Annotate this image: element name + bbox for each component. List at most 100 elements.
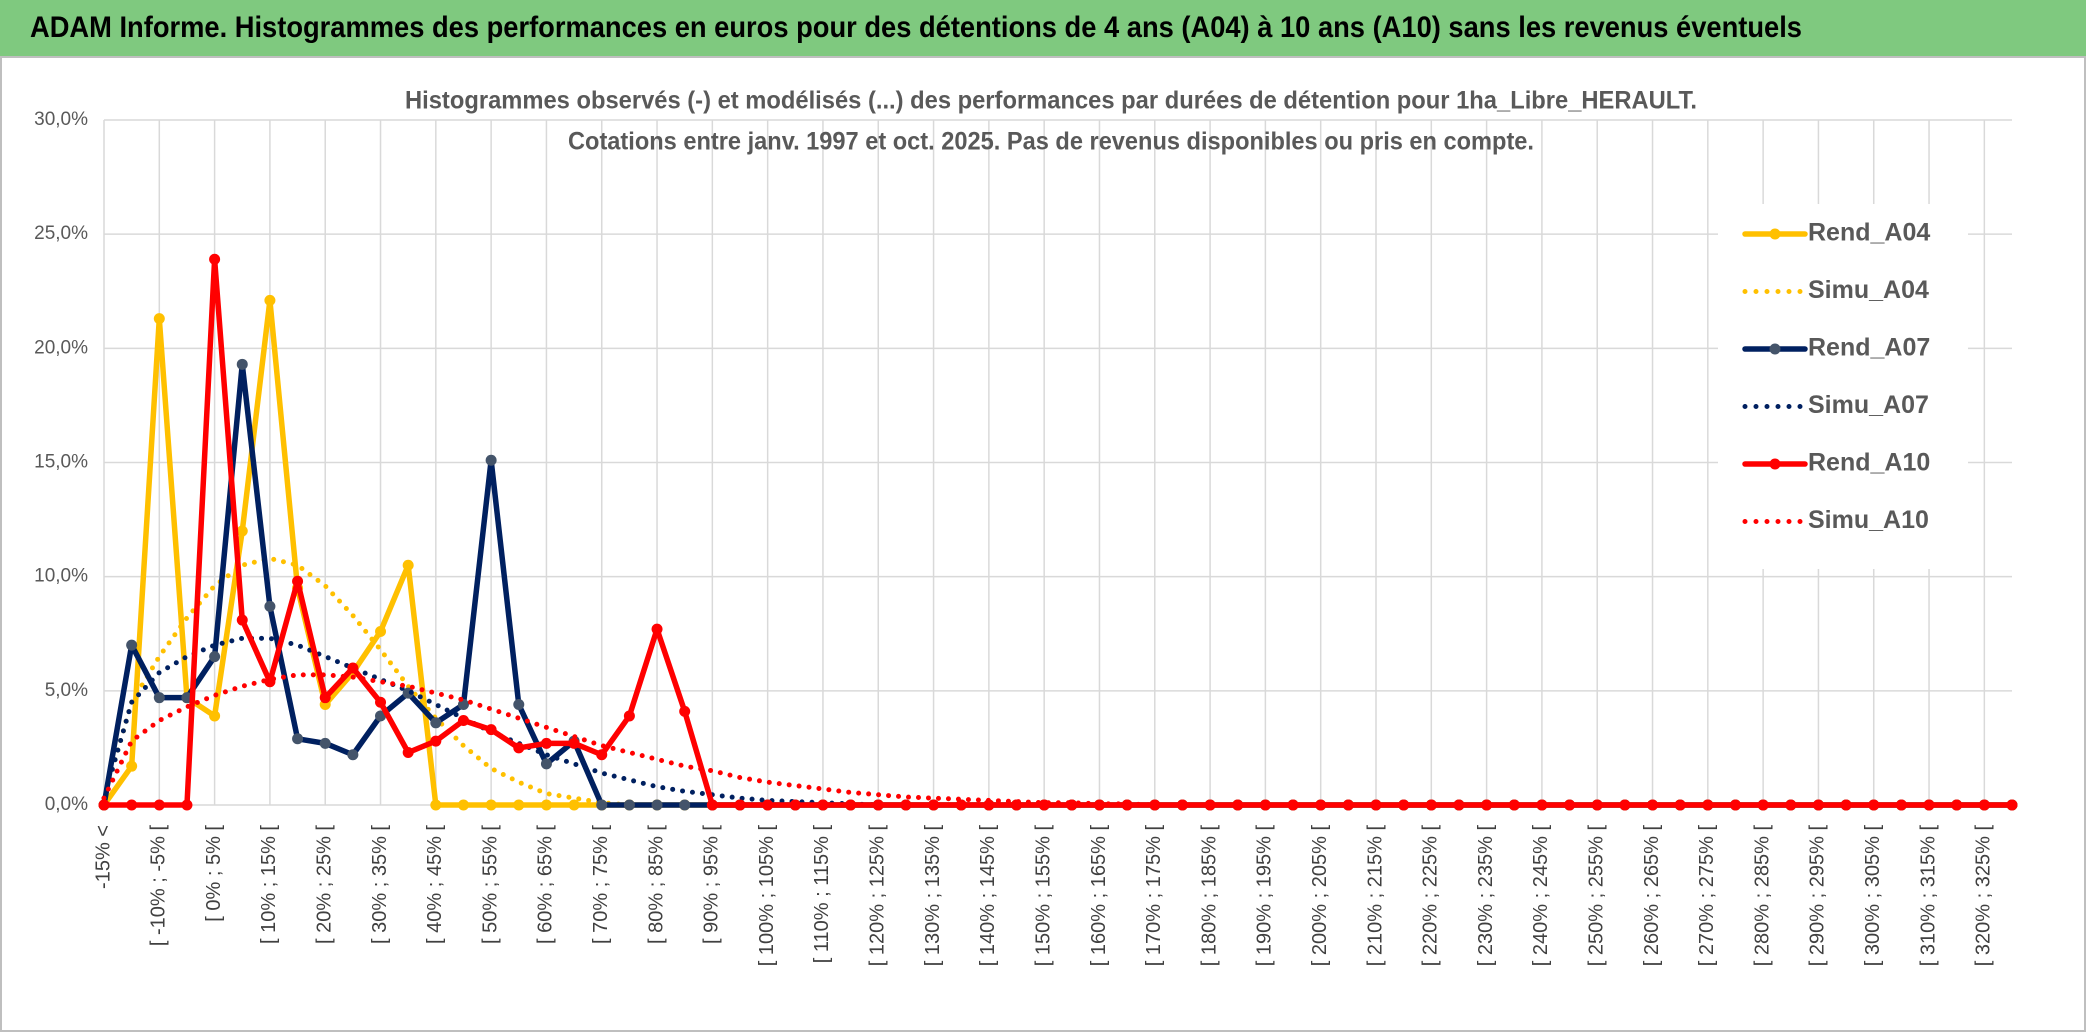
series-marker (126, 639, 138, 651)
series-marker (651, 799, 663, 811)
series-marker (872, 799, 884, 811)
y-tick-label: 0,0% (45, 794, 88, 815)
series-marker (1398, 799, 1410, 811)
series-marker (236, 525, 248, 537)
x-tick-label: [ 90% ; 95% [ (701, 825, 723, 944)
series-marker (513, 799, 525, 811)
x-tick-label: [ 150% ; 155% [ (1032, 825, 1054, 967)
series-marker (153, 799, 165, 811)
x-tick-label: [ 220% ; 225% [ (1420, 825, 1442, 967)
series-marker (126, 760, 138, 772)
x-tick-label: [ 320% ; 325% [ (1973, 825, 1995, 967)
x-tick-label: [ 290% ; 295% [ (1807, 825, 1829, 967)
x-tick-label: [ 170% ; 175% [ (1143, 825, 1165, 967)
series-marker (651, 623, 663, 635)
series-marker (1176, 799, 1188, 811)
series-marker (1508, 799, 1520, 811)
series-line (101, 672, 2015, 808)
legend-label: Simu_A04 (1808, 276, 1929, 304)
chart-title: Histogrammes observés (-) et modélisés (… (405, 87, 1697, 115)
series-marker (1287, 799, 1299, 811)
series-marker (900, 799, 912, 811)
legend-label: Rend_A07 (1808, 334, 1930, 362)
series-marker (264, 294, 276, 306)
series-marker (1259, 799, 1271, 811)
x-tick-label: [ 20% ; 25% [ (313, 825, 335, 944)
series-marker (1729, 799, 1741, 811)
series-marker (375, 625, 387, 637)
series-marker (236, 358, 248, 370)
series-marker (264, 600, 276, 612)
series-marker (1619, 799, 1631, 811)
series-marker (596, 799, 608, 811)
series-marker (430, 717, 442, 729)
legend-box (1718, 204, 1968, 569)
series-marker (319, 692, 331, 704)
series-marker (568, 799, 580, 811)
series-marker (402, 746, 414, 758)
series-marker (540, 737, 552, 749)
legend-marker (1769, 458, 1781, 470)
y-tick-label: 30,0% (34, 109, 88, 130)
series-marker (1149, 799, 1161, 811)
series-marker (623, 799, 635, 811)
series-marker (292, 575, 304, 587)
x-tick-label: [ 310% ; 315% [ (1917, 825, 1939, 967)
series-marker (347, 749, 359, 761)
series-marker (540, 758, 552, 770)
series-marker (209, 710, 221, 722)
series-marker (375, 696, 387, 708)
x-tick-label: [ 160% ; 165% [ (1088, 825, 1110, 967)
series-marker (319, 737, 331, 749)
x-tick-label: [ 70% ; 75% [ (590, 825, 612, 944)
x-tick-label: [ 80% ; 85% [ (645, 825, 667, 944)
x-tick-label: [ 200% ; 205% [ (1309, 825, 1331, 967)
x-tick-label: [ 230% ; 235% [ (1475, 825, 1497, 967)
series-marker (679, 799, 691, 811)
series-marker (817, 799, 829, 811)
x-tick-label: [ 100% ; 105% [ (756, 825, 778, 967)
x-tick-label: [ 240% ; 245% [ (1530, 825, 1552, 967)
y-tick-label: 25,0% (34, 223, 88, 244)
series-marker (1757, 799, 1769, 811)
x-tick-label: [ 110% ; 115% [ (811, 825, 833, 964)
series-marker (1536, 799, 1548, 811)
series-marker (596, 749, 608, 761)
y-tick-label: 20,0% (34, 337, 88, 358)
x-tick-label: -15% < (92, 825, 114, 889)
x-tick-label: [ 180% ; 185% [ (1198, 825, 1220, 967)
x-tick-label: [ 60% ; 65% [ (535, 825, 557, 944)
series-marker (153, 313, 165, 325)
x-tick-label: [ 10% ; 15% [ (258, 825, 280, 944)
series-marker (209, 253, 221, 265)
series-marker (623, 710, 635, 722)
series-marker (236, 614, 248, 626)
x-tick-label: [ 190% ; 195% [ (1254, 825, 1276, 967)
series-marker (485, 799, 497, 811)
x-tick-label: [ 300% ; 305% [ (1862, 825, 1884, 967)
series-marker (734, 799, 746, 811)
series-marker (955, 799, 967, 811)
series-marker (845, 799, 857, 811)
legend-label: Rend_A04 (1808, 219, 1930, 247)
series-marker (181, 799, 193, 811)
x-tick-label: [ 250% ; 255% [ (1585, 825, 1607, 967)
series-marker (1978, 799, 1990, 811)
x-tick-label: [ 270% ; 275% [ (1696, 825, 1718, 967)
series-marker (457, 715, 469, 727)
chart-subtitle: Cotations entre janv. 1997 et oct. 2025.… (568, 128, 1534, 156)
page-title: ADAM Informe. Histogrammes des performan… (30, 11, 1802, 44)
series-marker (2006, 799, 2018, 811)
series-marker (706, 799, 718, 811)
series-marker (126, 799, 138, 811)
series-marker (1895, 799, 1907, 811)
series-marker (568, 737, 580, 749)
series-marker (292, 733, 304, 745)
plot: 0,0% 5,0% 10,0% 15,0% 20,0% 25,0% 30,0% -15% < [… (34, 109, 2018, 967)
series-marker (513, 699, 525, 711)
series-marker (347, 662, 359, 674)
series-marker (679, 705, 691, 717)
series-marker (1647, 799, 1659, 811)
x-tick-label: [ 0% ; 5% [ (203, 825, 225, 922)
